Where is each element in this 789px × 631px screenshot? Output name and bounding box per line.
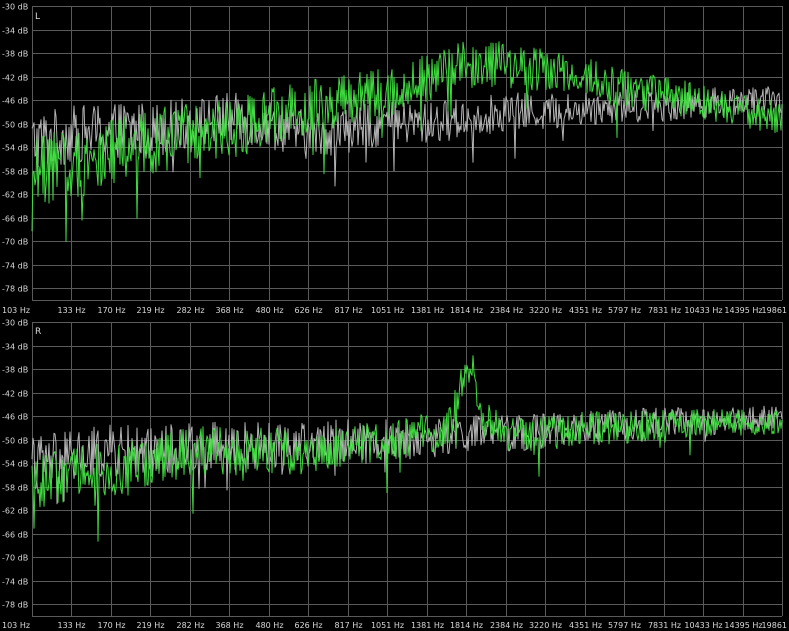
spectrum-series-2 [31,355,783,542]
x-tick-label: 368 Hz [215,621,243,630]
y-tick-label: -34 dB [2,27,28,36]
x-tick-label: 14395 Hz [724,621,762,630]
x-tick-label: 4351 Hz [569,306,602,315]
x-tick-label: 19861 [762,306,787,315]
x-tick-label: 282 Hz [176,306,204,315]
x-tick-label: 817 Hz [334,621,362,630]
x-tick-label: 170 Hz [97,621,125,630]
panel-l: 103 Hz 133 Hz 170 Hz 219 Hz 282 Hz 368 Hz 480 … [2,3,787,316]
x-tick-label: 3220 Hz [529,621,562,630]
y-tick-label: -30 dB [2,319,28,328]
y-tick-label: -58 dB [2,168,28,177]
x-tick-label: 103 Hz [2,306,30,315]
x-tick-label: 133 Hz [57,306,85,315]
spectrum-series-2 [31,41,783,242]
x-tick-label: 5797 Hz [608,621,641,630]
x-tick-label: 103 Hz [2,621,30,630]
y-tick-label: -50 dB [2,121,28,130]
y-tick-label: -46 dB [2,97,28,106]
y-tick-label: -62 dB [2,191,28,200]
y-tick-label: -54 dB [2,144,28,153]
x-tick-label: 5797 Hz [608,306,641,315]
x-tick-label: 480 Hz [255,306,283,315]
y-tick-label: -50 dB [2,437,28,446]
x-tick-label: 1381 Hz [411,621,444,630]
y-tick-label: -58 dB [2,484,28,493]
x-tick-label: 219 Hz [136,306,164,315]
x-tick-label: 219 Hz [136,621,164,630]
x-tick-label: 1051 Hz [371,621,404,630]
x-tick-label: 817 Hz [334,306,362,315]
spectrum-series-1 [31,405,783,505]
panel-r: 103 Hz 133 Hz 170 Hz 219 Hz 282 Hz 368 Hz 480 … [2,319,787,631]
y-tick-label: -70 dB [2,554,28,563]
x-tick-label: 7831 Hz [648,306,681,315]
y-tick-label: -38 dB [2,50,28,59]
x-tick-label: 1381 Hz [411,306,444,315]
x-tick-label: 2384 Hz [490,306,523,315]
x-tick-label: 4351 Hz [569,621,602,630]
y-tick-label: -78 dB [2,285,28,294]
x-tick-label: 10433 Hz [684,621,722,630]
y-tick-label: -34 dB [2,343,28,352]
x-tick-label: 368 Hz [215,306,243,315]
y-tick-label: -66 dB [2,531,28,540]
y-tick-label: -46 dB [2,413,28,422]
channel-label: L [35,12,40,22]
x-tick-label: 133 Hz [57,621,85,630]
y-tick-label: -30 dB [2,3,28,12]
x-tick-label: 282 Hz [176,621,204,630]
x-tick-label: 626 Hz [294,621,322,630]
channel-label: R [35,327,41,337]
x-tick-label: 3220 Hz [529,306,562,315]
y-tick-label: -74 dB [2,262,28,271]
x-tick-label: 1051 Hz [371,306,404,315]
x-tick-label: 2384 Hz [490,621,523,630]
x-tick-label: 19861 [762,621,787,630]
y-tick-label: -54 dB [2,460,28,469]
x-tick-label: 170 Hz [97,306,125,315]
spectrum-series-1 [31,86,783,187]
x-tick-label: 10433 Hz [684,306,722,315]
x-tick-label: 626 Hz [294,306,322,315]
x-tick-label: 480 Hz [255,621,283,630]
y-tick-label: -74 dB [2,578,28,587]
y-tick-label: -78 dB [2,601,28,610]
x-tick-label: 7831 Hz [648,621,681,630]
x-tick-label: 14395 Hz [724,306,762,315]
y-tick-label: -66 dB [2,215,28,224]
x-tick-label: 1814 Hz [450,306,483,315]
x-tick-label: 1814 Hz [450,621,483,630]
y-tick-label: -42 dB [2,74,28,83]
y-tick-label: -62 dB [2,507,28,516]
y-tick-label: -70 dB [2,238,28,247]
y-tick-label: -38 dB [2,366,28,375]
y-tick-label: -42 dB [2,390,28,399]
